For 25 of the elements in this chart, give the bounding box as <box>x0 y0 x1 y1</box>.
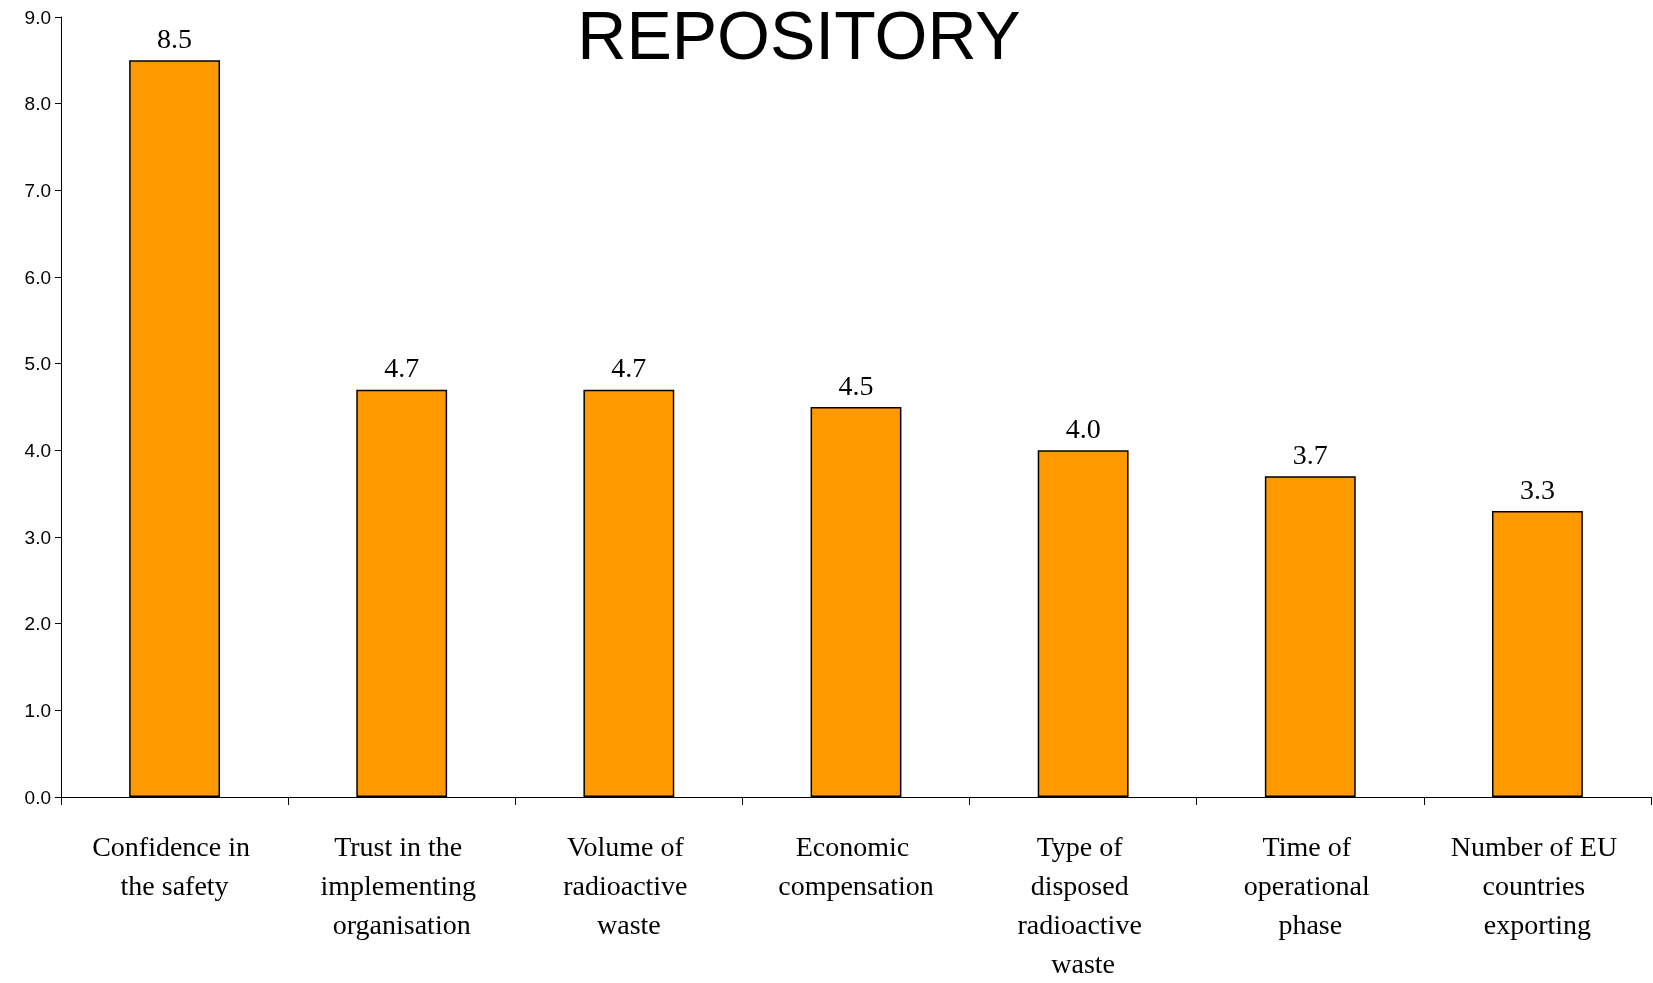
y-tick-label: 7.0 <box>24 179 51 201</box>
y-tick-label: 5.0 <box>24 353 51 375</box>
y-tick-label: 0.0 <box>24 786 51 808</box>
data-label: 4.7 <box>384 352 420 384</box>
x-tick-label: Time of operational phase <box>1243 831 1377 940</box>
y-tick-label: 2.0 <box>24 613 51 635</box>
data-label: 3.7 <box>1292 438 1328 470</box>
y-tick-label: 3.0 <box>24 526 51 548</box>
x-tick-label: Type of disposed radioactive waste <box>1017 831 1149 979</box>
y-tick-label: 8.0 <box>24 93 51 115</box>
y-tick-label: 1.0 <box>24 699 51 721</box>
data-label: 4.7 <box>611 352 647 384</box>
y-tick-label: 4.0 <box>24 439 51 461</box>
x-tick-label: Trust in the implementing organisation <box>320 831 483 940</box>
x-tick-label: Economic compensation <box>778 831 934 901</box>
data-label: 8.5 <box>157 22 193 54</box>
x-tick-label: Confidence in the safety <box>92 831 257 901</box>
data-label: 4.5 <box>838 369 874 401</box>
y-tick-label: 6.0 <box>24 266 51 288</box>
x-tick-label: Volume of radioactive waste <box>563 831 695 940</box>
data-label: 4.0 <box>1065 412 1101 444</box>
data-label: 3.3 <box>1519 473 1555 505</box>
x-tick-label: Number of EU countries exporting <box>1450 831 1625 940</box>
chart-title: REPOSITORY <box>577 0 1021 73</box>
y-tick-label: 9.0 <box>24 6 51 28</box>
